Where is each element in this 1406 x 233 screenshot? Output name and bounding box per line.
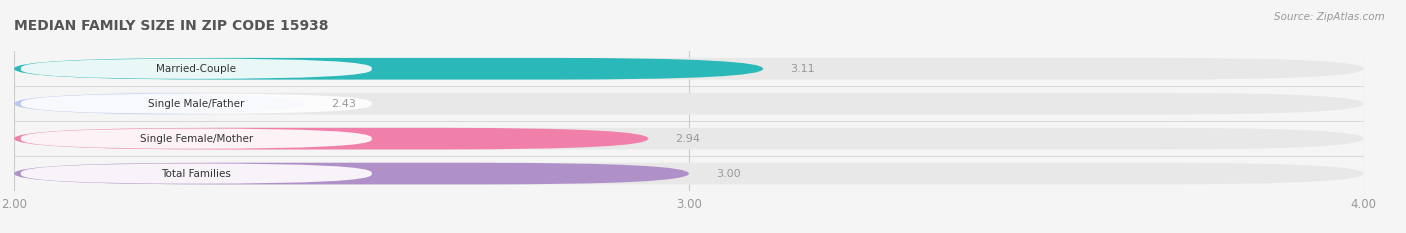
Text: 3.11: 3.11 (790, 64, 815, 74)
FancyBboxPatch shape (21, 59, 371, 79)
FancyBboxPatch shape (14, 128, 648, 150)
FancyBboxPatch shape (14, 93, 1364, 115)
FancyBboxPatch shape (14, 58, 763, 80)
Text: Source: ZipAtlas.com: Source: ZipAtlas.com (1274, 12, 1385, 22)
FancyBboxPatch shape (21, 93, 371, 114)
Text: Total Families: Total Families (162, 169, 231, 178)
Text: 2.43: 2.43 (332, 99, 356, 109)
Text: 3.00: 3.00 (716, 169, 741, 178)
Text: MEDIAN FAMILY SIZE IN ZIP CODE 15938: MEDIAN FAMILY SIZE IN ZIP CODE 15938 (14, 19, 329, 33)
FancyBboxPatch shape (14, 93, 304, 115)
FancyBboxPatch shape (21, 129, 371, 149)
FancyBboxPatch shape (14, 163, 1364, 185)
Text: Single Male/Father: Single Male/Father (148, 99, 245, 109)
FancyBboxPatch shape (14, 128, 1364, 150)
FancyBboxPatch shape (14, 58, 1364, 80)
FancyBboxPatch shape (14, 163, 689, 185)
Text: Single Female/Mother: Single Female/Mother (139, 134, 253, 144)
Text: Married-Couple: Married-Couple (156, 64, 236, 74)
FancyBboxPatch shape (21, 164, 371, 184)
Text: 2.94: 2.94 (675, 134, 700, 144)
